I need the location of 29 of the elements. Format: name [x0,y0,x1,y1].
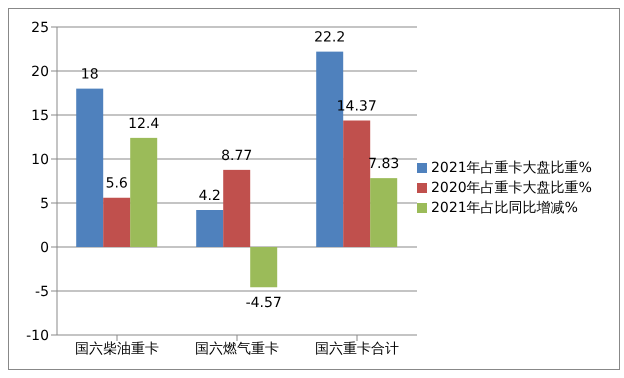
y-tick-label: -10 [26,328,49,344]
x-tick-label: 国六柴油重卡 [75,340,159,357]
legend-label: 2021年占比同比增减% [431,200,578,216]
y-tick-label: 15 [31,108,49,124]
bar [343,120,370,247]
bar [250,247,278,288]
bar [130,138,158,247]
x-tick-label: 国六重卡合计 [315,340,399,357]
bar [76,88,104,247]
legend-label: 2020年占重卡大盘比重% [431,180,592,196]
y-tick-label: 10 [31,152,49,168]
bar [223,170,250,247]
y-tick-label: 25 [31,20,49,36]
y-tick-label: 20 [31,64,49,80]
x-tick-label: 国六燃气重卡 [195,340,279,357]
bar [103,198,130,247]
data-label: 5.6 [106,176,128,192]
legend-label: 2021年占重卡大盘比重% [431,160,592,176]
y-tick-label: -5 [35,284,49,300]
data-label: 4.2 [198,188,221,204]
bar [196,210,224,247]
y-tick-label: 0 [40,240,49,256]
data-label: -4.57 [246,295,282,312]
y-tick-label: 5 [40,196,49,212]
data-label: 8.77 [221,148,252,164]
data-label: 12.4 [128,116,160,132]
bar [370,178,398,247]
data-label: 22.2 [314,30,346,46]
data-label: 18 [80,66,99,83]
